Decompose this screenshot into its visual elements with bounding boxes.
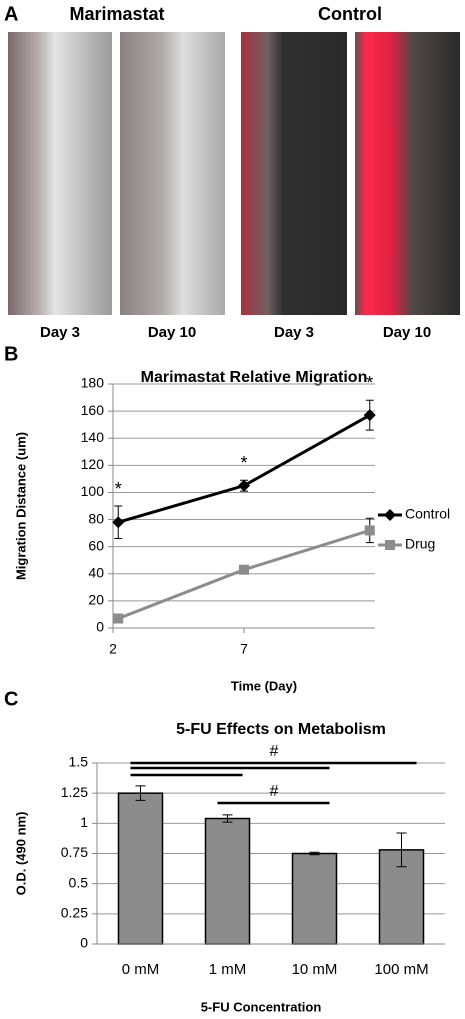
panel-label: C [4, 688, 18, 710]
marker [364, 525, 375, 536]
day-label: Day 10 [148, 324, 196, 341]
error-bar [396, 832, 407, 868]
x-tick-label: 100 mM [374, 961, 428, 978]
legend-label: Control [405, 506, 450, 522]
bar [291, 852, 338, 945]
marker [238, 479, 250, 492]
micrograph [355, 32, 460, 315]
day-label: Day 3 [274, 324, 314, 341]
error-bar [222, 814, 233, 823]
legend-marker [385, 540, 395, 550]
annotation: * [240, 453, 247, 473]
y-tick-label: 100 [81, 483, 105, 499]
annotation: * [115, 479, 122, 499]
y-tick-label: 0 [96, 619, 104, 635]
x-tick-label: 0 mM [122, 961, 160, 978]
y-tick-label: 0.25 [61, 905, 88, 921]
y-tick-label: 180 [81, 375, 105, 391]
y-tick-label: 0.5 [69, 874, 89, 890]
marker [113, 613, 124, 624]
y-tick-label: 40 [88, 564, 104, 580]
group-title: Marimastat [69, 4, 164, 24]
error-bar [135, 785, 146, 801]
y-tick-label: 140 [81, 429, 105, 445]
error-bar [309, 851, 320, 856]
y-tick-label: 1.5 [69, 754, 89, 770]
y-axis-label: Migration Distance (um) [13, 432, 28, 580]
marker [112, 516, 125, 529]
chart-title: Marimastat Relative Migration [141, 369, 368, 386]
x-tick-label: 1 mM [209, 961, 247, 978]
micrograph [120, 32, 225, 315]
group-title: Control [318, 4, 382, 24]
x-axis-label: 5-FU Concentration [201, 999, 322, 1014]
y-axis-label: O.D. (490 nm) [13, 812, 28, 896]
x-tick-label: 10 mM [292, 961, 338, 978]
y-tick-label: 80 [88, 510, 104, 526]
marker [239, 564, 249, 575]
day-label: Day 10 [383, 324, 431, 341]
y-tick-label: 160 [81, 402, 105, 418]
y-tick-label: 20 [88, 592, 104, 608]
y-tick-label: 60 [88, 537, 104, 553]
legend-label: Drug [405, 536, 435, 552]
x-tick-label: 2 [109, 641, 117, 657]
micrograph [8, 32, 112, 315]
panel-label: A [4, 3, 18, 25]
bar [204, 817, 251, 945]
y-tick-label: 0 [80, 935, 88, 951]
y-tick-label: 1.25 [61, 784, 88, 800]
panel-label: B [4, 343, 18, 365]
x-axis-label: Time (Day) [231, 678, 297, 693]
marker [363, 409, 376, 422]
x-tick-label: 7 [240, 641, 248, 657]
chart-title: 5-FU Effects on Metabolism [176, 721, 386, 738]
legend-marker [384, 509, 396, 521]
y-tick-label: 1 [80, 814, 88, 830]
micrograph [241, 32, 347, 315]
day-label: Day 3 [40, 324, 80, 341]
y-tick-label: 120 [81, 456, 105, 472]
significance-label: # [270, 743, 279, 760]
significance-label: # [270, 783, 279, 800]
y-tick-label: 0.75 [61, 844, 88, 860]
bar [117, 792, 164, 945]
annotation: * [366, 373, 373, 393]
